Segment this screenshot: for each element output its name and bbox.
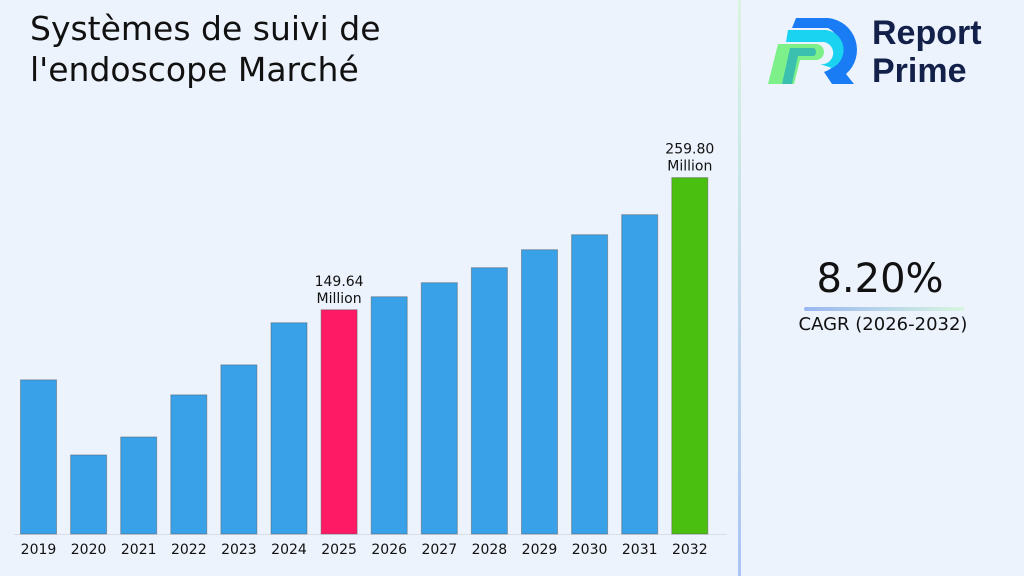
logo-text: Report Prime <box>872 14 982 90</box>
bar-2019 <box>20 379 57 535</box>
bar-2029 <box>521 249 558 535</box>
data-label-2032: Million <box>667 159 712 175</box>
report-prime-logo: Report Prime <box>766 14 1006 90</box>
bar-2022 <box>170 394 208 535</box>
bar-2025 <box>320 309 358 535</box>
x-tick-label: 2030 <box>572 542 608 558</box>
x-tick-label: 2020 <box>71 542 107 558</box>
x-tick-label: 2029 <box>522 542 558 558</box>
bar-2032 <box>671 177 709 535</box>
cagr-value: 8.20% <box>816 256 944 302</box>
bar-2028 <box>470 267 508 535</box>
x-tick-label: 2032 <box>672 542 708 558</box>
bar-2026 <box>370 296 408 535</box>
x-tick-label: 2026 <box>371 542 407 558</box>
x-tick-label: 2027 <box>421 542 457 558</box>
x-tick-label: 2031 <box>622 542 658 558</box>
logo-line1: Report <box>872 14 982 52</box>
cagr-underline <box>804 307 964 311</box>
data-label-2025: 149.64 <box>315 274 364 290</box>
cagr-label: CAGR (2026-2032) <box>798 314 968 335</box>
x-tick-label: 2024 <box>271 542 307 558</box>
x-tick-label: 2019 <box>21 542 57 558</box>
bar-2023 <box>220 364 258 535</box>
bar-2030 <box>571 234 609 535</box>
bar-chart: 2019 2020 2021 2022 2023 2024 2025149.64Millio… <box>14 142 727 558</box>
x-tick-label: 2022 <box>171 542 207 558</box>
logo-line2: Prime <box>872 52 967 90</box>
page-title: Systèmes de suivi de l'endoscope Marché <box>30 9 381 89</box>
x-tick-label: 2021 <box>121 542 157 558</box>
bar-2031 <box>621 214 659 535</box>
divider <box>738 0 741 576</box>
bar-2020 <box>70 454 108 535</box>
bar-2021 <box>120 436 158 535</box>
bar-2024 <box>270 322 308 535</box>
bar-2027 <box>420 282 458 535</box>
x-tick-label: 2028 <box>472 542 508 558</box>
x-tick-label: 2023 <box>221 542 257 558</box>
x-tick-label: 2025 <box>321 542 357 558</box>
data-label-2025: Million <box>317 291 362 307</box>
data-label-2032: 259.80 <box>665 142 714 158</box>
logo-mark-icon <box>768 18 857 84</box>
